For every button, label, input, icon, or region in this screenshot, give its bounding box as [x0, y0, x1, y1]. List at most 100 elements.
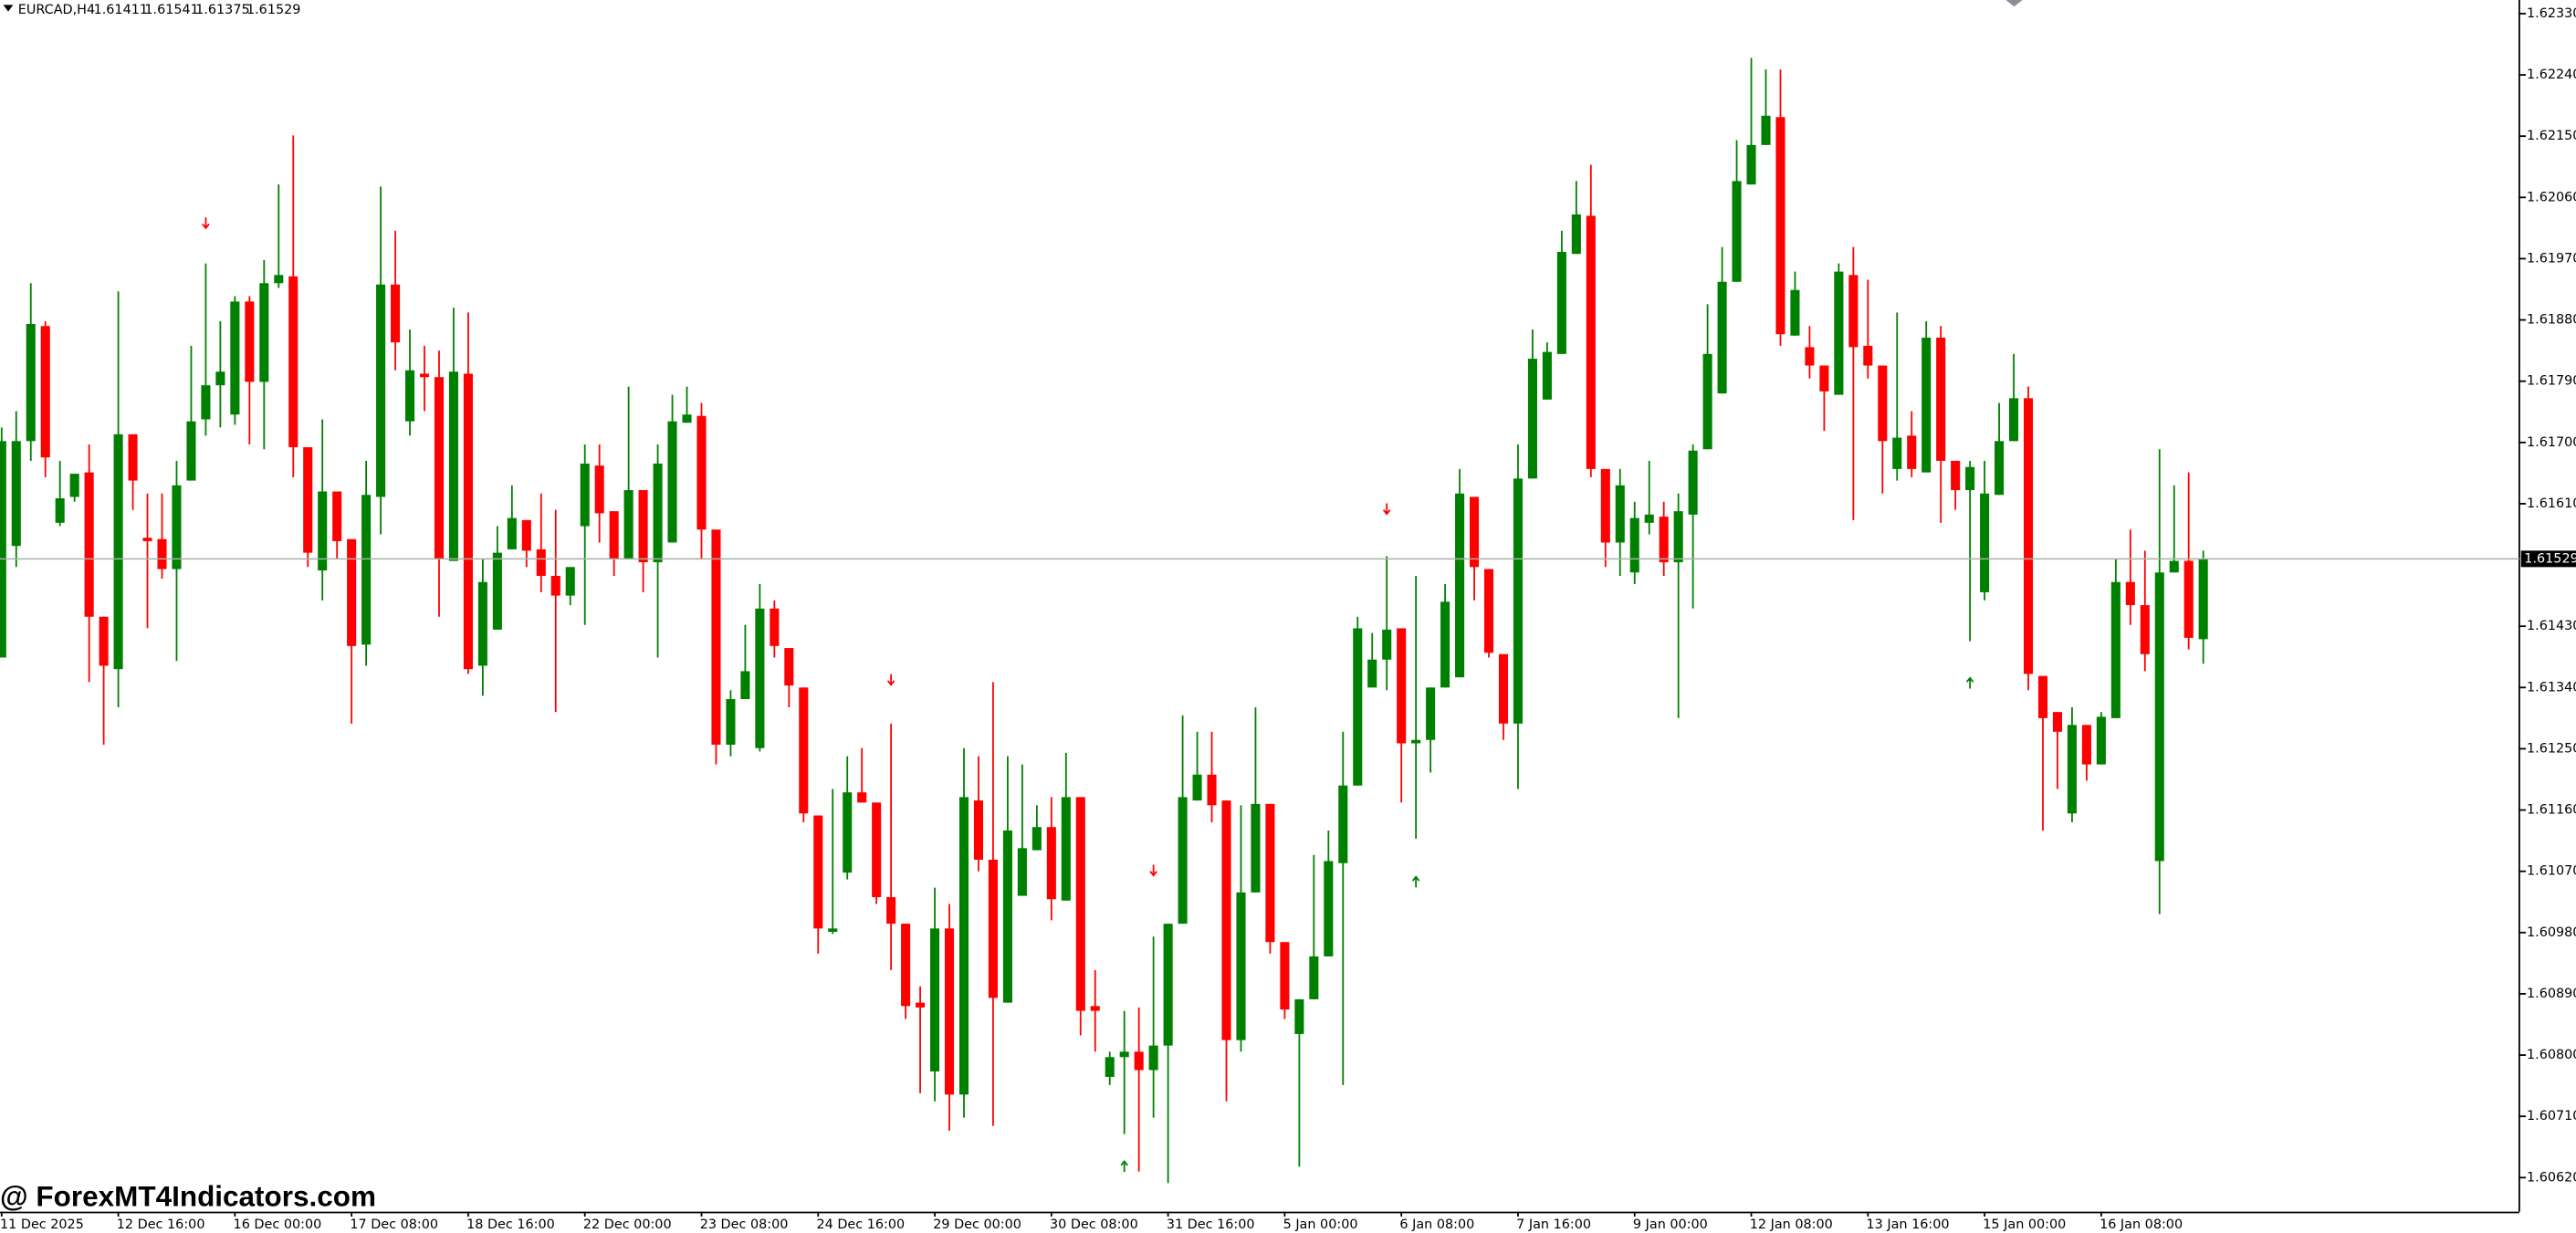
x-tick-label: 12 Dec 16:00	[117, 1217, 205, 1232]
candle-body	[1878, 365, 1888, 442]
watermark: @ ForexMT4Indicators.com	[0, 1181, 376, 1213]
candle-body	[1688, 450, 1698, 515]
y-tick-label: 1.60620	[2527, 1170, 2576, 1185]
candle-body	[696, 415, 707, 530]
y-tick-label: 1.62330	[2527, 6, 2576, 21]
candle-body	[1280, 942, 1290, 1010]
candle-body	[0, 441, 6, 658]
candle-body	[11, 441, 21, 547]
candle-body	[1673, 511, 1683, 563]
candle-body	[1002, 830, 1012, 1003]
candle-body	[1265, 803, 1275, 943]
signal-arrow	[1382, 503, 1391, 516]
candle-body	[2169, 560, 2179, 573]
candle-body	[1207, 774, 1217, 806]
y-tick-label: 1.61430	[2527, 619, 2576, 633]
candle-body	[1600, 468, 1610, 543]
candle-body	[69, 474, 79, 497]
candle-body	[1046, 827, 1056, 900]
candle-body	[84, 472, 94, 617]
candle-body	[1251, 803, 1261, 893]
candle-body	[1629, 517, 1639, 573]
candle-body	[1702, 353, 1712, 450]
x-tick-label: 30 Dec 08:00	[1050, 1217, 1138, 1232]
candle-body	[653, 463, 663, 563]
candle-body	[711, 529, 721, 745]
header-close: 1.61529	[246, 3, 300, 17]
candle-body	[448, 371, 458, 561]
signal-arrow	[1411, 875, 1420, 888]
candle-body	[172, 485, 182, 569]
candle-body	[1455, 493, 1465, 678]
signal-arrow	[886, 674, 895, 686]
candle-body	[1527, 359, 1537, 479]
signal-arrow	[202, 217, 210, 230]
signal-arrow	[1120, 1159, 1129, 1173]
candle-body	[1863, 345, 1873, 366]
menu-triangle[interactable]	[3, 5, 14, 12]
candle-body	[1440, 601, 1450, 688]
candle-body	[1542, 351, 1552, 400]
candle-body	[492, 552, 502, 630]
candle-body	[609, 511, 619, 559]
candle-body	[1644, 514, 1654, 523]
y-tick-label: 1.61340	[2527, 680, 2576, 695]
y-tick-label: 1.61160	[2527, 803, 2576, 818]
candle-body	[1119, 1051, 1129, 1058]
candle-body	[1353, 628, 1363, 786]
candle-body	[1995, 441, 2005, 496]
candle-body	[288, 276, 298, 448]
candle-body	[1965, 466, 1975, 491]
x-tick-label: 17 Dec 08:00	[350, 1217, 438, 1232]
candle-body	[1907, 435, 1917, 469]
candle-body	[391, 284, 401, 343]
candle-body	[886, 897, 896, 925]
x-tick-label: 24 Dec 16:00	[816, 1217, 905, 1232]
candle-body	[1294, 998, 1304, 1034]
candle-body	[1236, 892, 1246, 1040]
candle-body	[128, 434, 138, 481]
candle-body	[274, 275, 284, 284]
candle-body	[419, 373, 430, 378]
y-tick-label: 1.61790	[2527, 374, 2576, 389]
candle-body	[784, 648, 794, 686]
candle-body	[1571, 214, 1581, 255]
candle-body	[1483, 569, 1494, 653]
candle-body	[113, 434, 123, 670]
x-tick-label: 12 Jan 08:00	[1750, 1217, 1833, 1232]
candle-body	[973, 800, 984, 861]
candle-body	[916, 1002, 926, 1008]
chart-title: EURCAD,H4	[18, 3, 95, 17]
y-tick-label: 1.60710	[2527, 1109, 2576, 1123]
candle-body	[1848, 275, 1859, 348]
y-tick-label: 1.60800	[2527, 1048, 2576, 1062]
candle-body	[434, 377, 445, 559]
candle-body	[2140, 605, 2150, 654]
signal-arrow	[1965, 676, 1974, 689]
x-tick-label: 15 Jan 00:00	[1983, 1217, 2066, 1232]
candle-body	[958, 797, 969, 1095]
candle-body	[2183, 560, 2194, 638]
candle-body	[1980, 493, 1990, 592]
candle-body	[2096, 716, 2106, 765]
y-tick-label: 1.61070	[2527, 864, 2576, 879]
candle-body	[463, 373, 473, 670]
candle-body	[99, 616, 109, 666]
candle-body	[1221, 800, 1231, 1040]
candle-body	[1324, 861, 1334, 956]
candle-body	[1922, 337, 1932, 473]
candle-body	[638, 490, 648, 563]
candle-body	[2154, 572, 2164, 862]
y-tick-label: 1.62150	[2527, 129, 2576, 143]
x-tick-label: 22 Dec 00:00	[583, 1217, 672, 1232]
x-tick-label: 16 Jan 08:00	[2100, 1217, 2183, 1232]
x-tick-label: 7 Jan 16:00	[1516, 1217, 1591, 1232]
signal-arrow	[1149, 864, 1157, 877]
candle-body	[2067, 725, 2077, 814]
y-tick-label: 1.62060	[2527, 190, 2576, 204]
candle-body	[1556, 251, 1566, 354]
y-tick-label: 1.61880	[2527, 313, 2576, 328]
candle-body	[828, 928, 838, 933]
y-tick-label: 1.61610	[2527, 496, 2576, 511]
